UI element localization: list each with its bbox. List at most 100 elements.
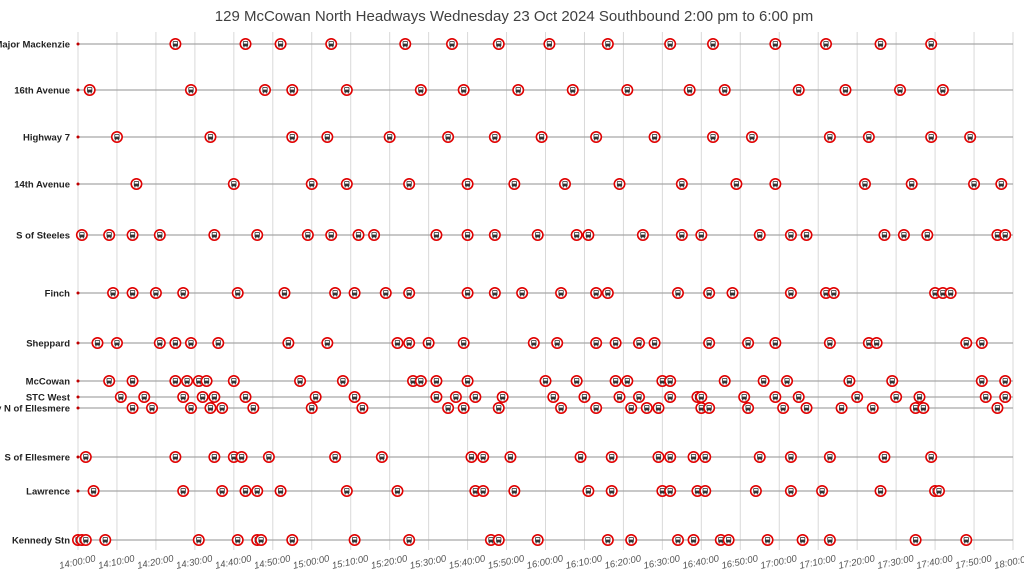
bus-marker [835,402,848,414]
bus-wheel [476,493,478,495]
bus-wheel [156,295,159,297]
stop-row: 14th Avenue [14,178,1013,191]
bus-marker [784,451,797,463]
bus-wheel [932,493,935,495]
bus-wheel [550,46,552,48]
bus-wheel [675,542,677,544]
bus-wheel [917,399,919,401]
bus-wheel [870,410,872,412]
bus-marker [894,84,907,96]
bus-wheel [703,459,705,461]
bus-wheel [266,459,268,461]
bus-wheel [625,92,627,94]
bus-marker [286,131,299,143]
bus-marker [745,131,758,143]
bus-wheel [671,493,673,495]
bus-wheel [495,237,498,239]
bus-wheel [465,295,467,297]
bus-wheel [421,383,424,385]
bus-wheel [114,295,116,297]
bus-marker [777,402,790,414]
bus-marker [648,337,661,349]
bus-wheel [184,295,186,297]
bus-window [656,454,661,457]
bus-marker [605,485,618,497]
bus-wheel [768,542,770,544]
bus-window [1003,232,1008,235]
bus-wheel [293,92,295,94]
bus-wheel [215,459,217,461]
bus-wheel [570,92,572,94]
stop-origin-dot [76,88,80,92]
bus-marker [259,84,271,96]
bus-marker [874,485,887,497]
bus-wheel [869,345,872,347]
bus-wheel [593,345,596,347]
bus-marker [403,337,416,349]
bus-window [828,340,832,343]
bus-marker [664,375,677,387]
bus-marker [917,402,930,414]
bus-wheel [219,410,222,412]
bus-window [582,394,587,397]
bus-wheel [255,493,257,495]
bus-wheel [858,399,860,401]
bus-marker [792,84,805,96]
bus-wheel [491,542,494,544]
bus-window [325,340,330,343]
bus-window [208,134,213,137]
bus-wheel [153,410,155,412]
stop-origin-dot [76,182,80,186]
stop-label: 14th Avenue [14,180,70,191]
bus-wheel [157,345,159,347]
bus-window [204,378,209,381]
bus-wheel [694,459,696,461]
bus-marker [796,534,809,546]
bus-wheel [776,345,778,347]
stop-label: STC West [26,393,71,404]
bus-window [894,394,898,397]
bus-marker [239,391,252,403]
bus-wheel [776,186,778,188]
bus-wheel [325,345,327,347]
bus-wheel [842,410,844,412]
bus-wheel [597,139,599,141]
bus-wheel [512,186,514,188]
bus-marker [348,534,361,546]
bus-wheel [83,542,85,544]
bus-wheel [289,345,291,347]
bus-window [255,232,260,235]
bus-wheel [819,493,822,495]
bus-wheel [484,459,486,461]
bus-wheel [913,410,915,412]
bus-window [352,537,357,540]
x-tick-label: 14:20:00 [136,553,175,572]
bus-marker [430,375,443,387]
bus-marker [925,38,938,50]
stop-label: McCowan [26,377,71,388]
bus-wheel [831,295,833,297]
bus-wheel [114,139,116,141]
bus-marker [590,131,603,143]
bus-wheel [679,237,681,239]
bus-wheel [659,459,661,461]
bus-wheel [921,410,923,412]
bus-wheel [208,410,210,412]
bus-wheel [597,410,599,412]
x-tick-label: 15:40:00 [448,553,487,572]
bus-wheel [538,542,540,544]
bus-wheel [722,92,724,94]
bus-wheel [130,383,132,385]
bus-window [913,405,918,408]
bus-wheel [932,139,934,141]
bus-marker [609,337,622,349]
bus-wheel [103,542,105,544]
bus-window [839,405,844,408]
bus-wheel [691,459,693,461]
bus-marker [414,375,427,387]
bus-wheel [282,295,284,297]
bus-wheel [761,383,763,385]
bus-window [107,232,111,235]
bus-marker [239,485,252,497]
bus-wheel [82,237,85,239]
